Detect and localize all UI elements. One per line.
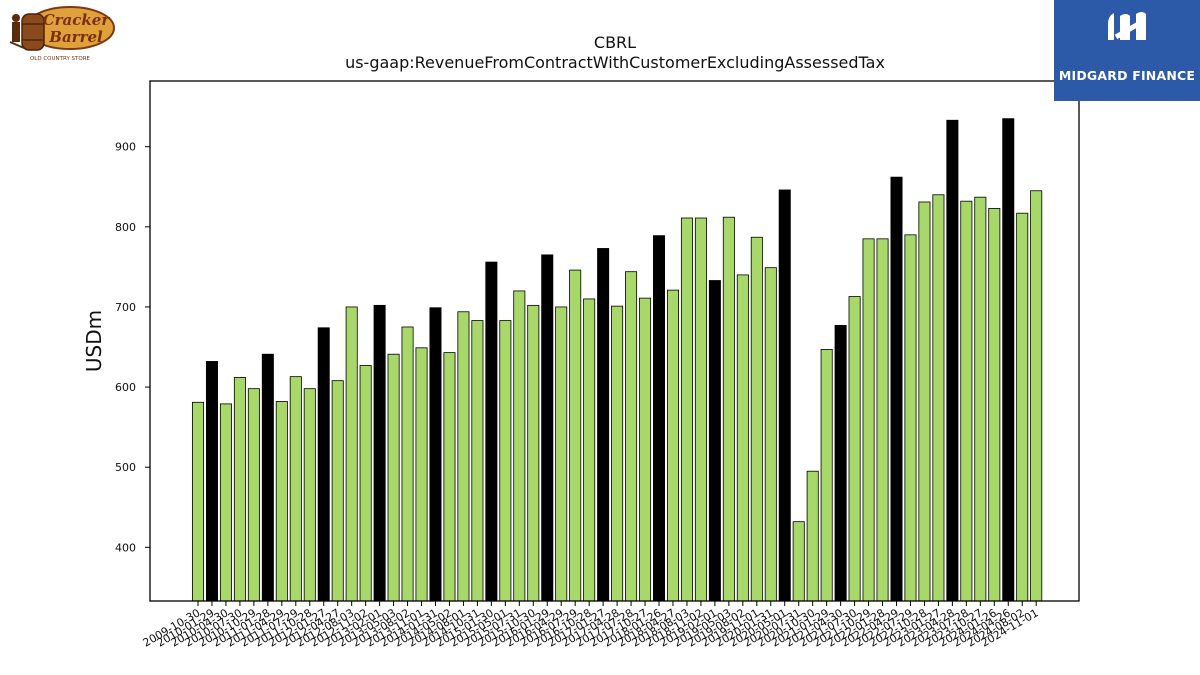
bar-2011-04-29	[275, 401, 288, 602]
y-tick-label: 400	[115, 541, 136, 554]
bar-2022-04-29	[890, 176, 903, 602]
bar-2017-01-27	[597, 248, 610, 602]
bar-2022-10-28	[918, 201, 931, 602]
bar-2023-10-27	[974, 196, 987, 602]
logo-tagline: OLD COUNTRY STORE	[30, 56, 91, 62]
bar-2015-01-30	[485, 261, 498, 602]
bar-2016-04-29	[555, 306, 568, 602]
bar-2012-08-03	[345, 306, 358, 602]
bar-2011-10-28	[303, 388, 316, 602]
bar-2022-01-28	[876, 238, 889, 602]
bar-series	[191, 118, 1043, 602]
y-axis-label: USDm	[82, 310, 106, 372]
bar-2016-01-29	[541, 254, 554, 602]
bar-2011-07-29	[289, 376, 302, 602]
y-tick-label: 500	[115, 461, 136, 474]
cracker-barrel-logo: Cracker Barrel OLD COUNTRY STORE	[4, 4, 116, 64]
bar-2024-11-01	[1030, 190, 1043, 602]
bar-2013-02-01	[373, 304, 386, 602]
y-axis: 400 500 600 700 800 900	[115, 141, 150, 554]
bar-2019-11-01	[750, 236, 763, 602]
bar-2024-01-26	[988, 207, 1001, 602]
bar-2019-02-01	[708, 280, 721, 602]
bar-2019-08-02	[736, 274, 749, 602]
chart-title: CBRL	[594, 33, 636, 52]
bar-2017-10-27	[639, 297, 652, 602]
midgard-finance-name: MIDGARD FINANCE	[1058, 68, 1196, 83]
bar-2010-07-30	[233, 377, 246, 602]
bar-2019-05-03	[722, 216, 735, 602]
bar-2023-01-27	[932, 194, 945, 602]
bar-2018-11-02	[694, 217, 707, 602]
y-tick-label: 700	[115, 301, 136, 314]
bar-2012-01-27	[317, 327, 330, 602]
bar-2014-01-31	[429, 307, 442, 602]
bar-2020-01-31	[764, 267, 777, 602]
bar-2017-04-28	[611, 305, 624, 602]
bar-2010-04-30	[219, 403, 232, 602]
bar-2015-07-31	[513, 290, 526, 602]
bar-2023-07-28	[960, 200, 973, 602]
bar-2014-10-31	[471, 320, 484, 602]
midgard-emblem-icon	[1108, 12, 1146, 40]
bar-2020-10-30	[806, 470, 819, 602]
bar-2010-10-29	[247, 388, 260, 602]
bar-2018-01-26	[653, 235, 666, 602]
bar-2022-07-29	[904, 234, 917, 602]
bar-2023-04-28	[946, 119, 959, 602]
bar-2012-11-02	[359, 365, 372, 602]
bar-2024-08-02	[1016, 212, 1029, 602]
bar-2013-05-03	[387, 353, 400, 602]
bar-2016-10-28	[583, 298, 596, 602]
plot-frame	[149, 80, 1080, 602]
bar-2021-01-29	[820, 349, 833, 602]
x-axis: 2009-10-302010-01-292010-04-302010-07-30…	[141, 601, 1041, 650]
bar-2009-10-30	[191, 401, 204, 602]
bar-2015-10-30	[527, 304, 540, 602]
y-tick-label: 900	[115, 141, 136, 154]
bar-2017-07-28	[625, 271, 638, 602]
logo-wordmark-line1: Cracker	[43, 11, 111, 29]
bar-2020-07-31	[792, 521, 805, 602]
y-tick-label: 600	[115, 381, 136, 394]
bar-2011-01-28	[261, 353, 274, 602]
bar-2021-07-30	[848, 296, 861, 602]
bar-2021-04-30	[834, 324, 847, 602]
bar-2016-07-29	[569, 269, 582, 602]
bar-2020-05-01	[778, 189, 791, 602]
bar-2010-01-29	[205, 361, 218, 602]
y-tick-label: 800	[115, 221, 136, 234]
bar-2012-04-27	[331, 380, 344, 602]
logo-wordmark-line2: Barrel	[48, 28, 103, 46]
bar-2013-08-02	[401, 326, 414, 602]
bar-2015-05-01	[499, 320, 512, 602]
bar-2021-10-29	[862, 238, 875, 602]
bar-2014-08-01	[457, 311, 470, 602]
bar-2018-04-27	[666, 289, 679, 602]
bar-2024-04-26	[1002, 118, 1015, 602]
midgard-finance-logo: MIDGARD FINANCE	[1054, 0, 1200, 101]
bar-2014-05-02	[443, 352, 456, 602]
bar-2013-11-01	[415, 347, 428, 602]
chart-subtitle: us-gaap:RevenueFromContractWithCustomerE…	[345, 53, 885, 72]
bar-2018-08-03	[680, 217, 693, 602]
